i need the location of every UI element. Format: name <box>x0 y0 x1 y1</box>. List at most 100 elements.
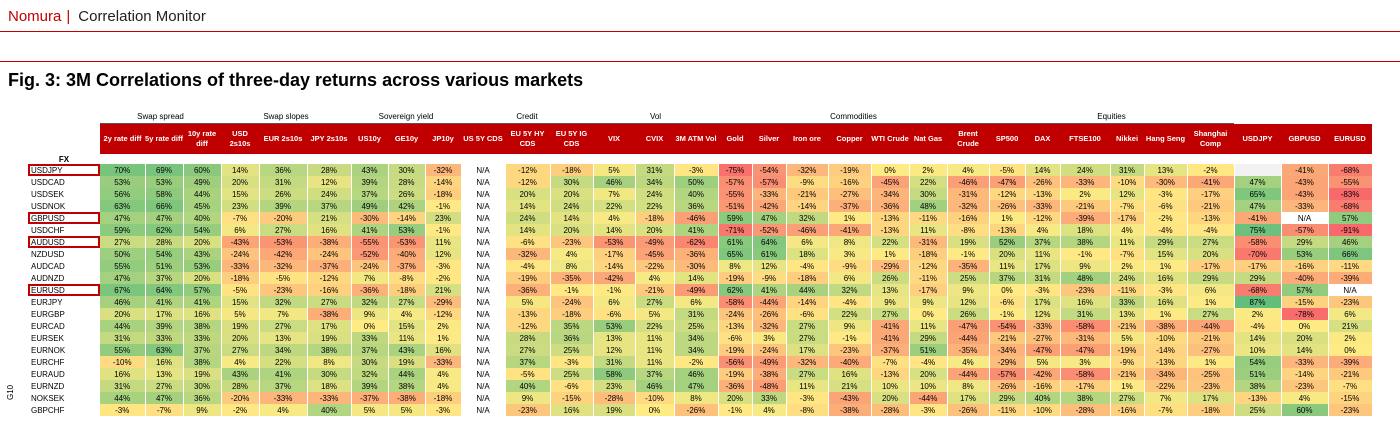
correlation-cell: -42% <box>1025 368 1061 380</box>
correlation-cell: 1% <box>1144 260 1188 272</box>
correlation-cell: -62% <box>674 236 719 248</box>
correlation-cell: 28% <box>145 236 184 248</box>
correlation-cell: -3% <box>425 404 462 416</box>
row-label: USDSEK <box>31 189 64 199</box>
correlation-cell: 5% <box>593 164 636 176</box>
correlation-cell: 51% <box>909 344 948 356</box>
table-row: EURCHF -10% 16% 38% 4% 22% 8% 30% 19% -33% N/A 37% -… <box>28 356 1373 368</box>
correlation-cell: -11% <box>909 272 948 284</box>
correlation-cell: -27% <box>1187 344 1235 356</box>
correlation-cell: 30% <box>550 176 594 188</box>
correlation-cell: 30% <box>351 356 389 368</box>
correlation-cell: -13% <box>718 320 753 332</box>
correlation-cell: -7% <box>1144 404 1188 416</box>
correlation-cell: -14% <box>1281 368 1329 380</box>
correlation-cell: 37% <box>351 188 389 200</box>
correlation-cell: 65% <box>718 248 753 260</box>
group-header: Swap spread <box>100 110 221 124</box>
correlation-cell: 14% <box>593 224 636 236</box>
correlation-cell: 4% <box>1281 392 1329 404</box>
correlation-cell: 47% <box>145 392 184 404</box>
correlation-cell: 16% <box>550 404 594 416</box>
correlation-cell: 11% <box>635 344 675 356</box>
correlation-cell: -58% <box>1060 368 1111 380</box>
correlation-cell: -23% <box>1328 404 1373 416</box>
correlation-cell: 4% <box>752 404 787 416</box>
correlation-cell: 12% <box>593 344 636 356</box>
correlation-cell: 19% <box>307 332 352 344</box>
correlation-cell: -3% <box>1144 284 1188 296</box>
column-header: WTI Crude <box>871 123 909 154</box>
correlation-cell: 7% <box>259 308 308 320</box>
correlation-cell: 27% <box>786 320 829 332</box>
correlation-cell: 66% <box>145 200 184 212</box>
correlation-cell: 15% <box>221 296 260 308</box>
correlation-cell: -16% <box>947 212 990 224</box>
correlation-cell: -17% <box>1187 188 1235 200</box>
column-header <box>28 123 100 154</box>
correlation-cell: -3% <box>550 356 594 368</box>
correlation-cell: 2% <box>909 164 948 176</box>
correlation-cell: 28% <box>221 380 260 392</box>
row-label: EURUSD <box>28 284 100 296</box>
correlation-cell: -2% <box>221 404 260 416</box>
correlation-cell: 4% <box>1110 224 1145 236</box>
correlation-cell: 9% <box>828 320 872 332</box>
row-label: NOKSEK <box>31 393 65 403</box>
correlation-cell: 27% <box>786 368 829 380</box>
correlation-cell: 18% <box>786 248 829 260</box>
column-header: EU 5Y IG CDS <box>550 123 593 154</box>
correlation-cell: 1% <box>1187 296 1235 308</box>
correlation-cell: 9% <box>1060 260 1111 272</box>
correlation-cell: -38% <box>828 404 872 416</box>
correlation-cell: 37% <box>259 380 308 392</box>
correlation-cell: 30% <box>183 380 222 392</box>
correlation-cell: -9% <box>1110 356 1145 368</box>
correlation-cell: 44% <box>100 392 146 404</box>
correlation-cell: 47% <box>100 272 146 284</box>
correlation-cell: N/A <box>461 380 506 392</box>
correlation-cell: 87% <box>1234 296 1282 308</box>
correlation-cell: -15% <box>1328 392 1373 404</box>
correlation-cell: 53% <box>145 176 184 188</box>
correlation-cell: -1% <box>550 284 594 296</box>
correlation-cell: N/A <box>1281 212 1329 224</box>
correlation-cell: -13% <box>989 224 1026 236</box>
correlation-cell: -16% <box>1025 380 1061 392</box>
correlation-cell: 11% <box>786 380 829 392</box>
correlation-cell: -18% <box>388 284 426 296</box>
correlation-cell: 22% <box>593 200 636 212</box>
correlation-cell: -47% <box>989 176 1026 188</box>
correlation-cell: -29% <box>871 260 910 272</box>
correlation-cell: 16% <box>1144 296 1188 308</box>
correlation-cell: 12% <box>307 176 352 188</box>
correlation-cell: 4% <box>635 272 675 284</box>
correlation-cell: 22% <box>635 320 675 332</box>
correlation-cell: 1% <box>1144 308 1188 320</box>
correlation-cell: 4% <box>259 404 308 416</box>
correlation-cell: 5% <box>351 404 389 416</box>
correlation-cell: 54% <box>1234 356 1282 368</box>
correlation-cell: -4% <box>909 356 948 368</box>
correlation-cell: -23% <box>1187 380 1235 392</box>
correlation-cell: 37% <box>307 200 352 212</box>
correlation-cell: 9% <box>871 296 910 308</box>
correlation-cell: -30% <box>674 260 719 272</box>
correlation-cell: 2% <box>1060 188 1111 200</box>
correlation-cell: 12% <box>947 296 990 308</box>
correlation-cell: 27% <box>1110 392 1145 404</box>
correlation-cell: 27% <box>505 344 551 356</box>
correlation-cell: 67% <box>100 284 146 296</box>
correlation-cell: -12% <box>989 188 1026 200</box>
correlation-cell: -58% <box>718 296 753 308</box>
correlation-cell: -12% <box>505 164 551 176</box>
correlation-cell: 1% <box>871 248 910 260</box>
correlation-cell: 16% <box>1144 272 1188 284</box>
correlation-cell: 27% <box>307 296 352 308</box>
correlation-cell: 33% <box>183 332 222 344</box>
correlation-cell: 62% <box>718 284 753 296</box>
correlation-cell: -2% <box>674 356 719 368</box>
correlation-cell: N/A <box>461 308 506 320</box>
correlation-cell: -4% <box>1234 320 1282 332</box>
correlation-cell: 22% <box>259 356 308 368</box>
